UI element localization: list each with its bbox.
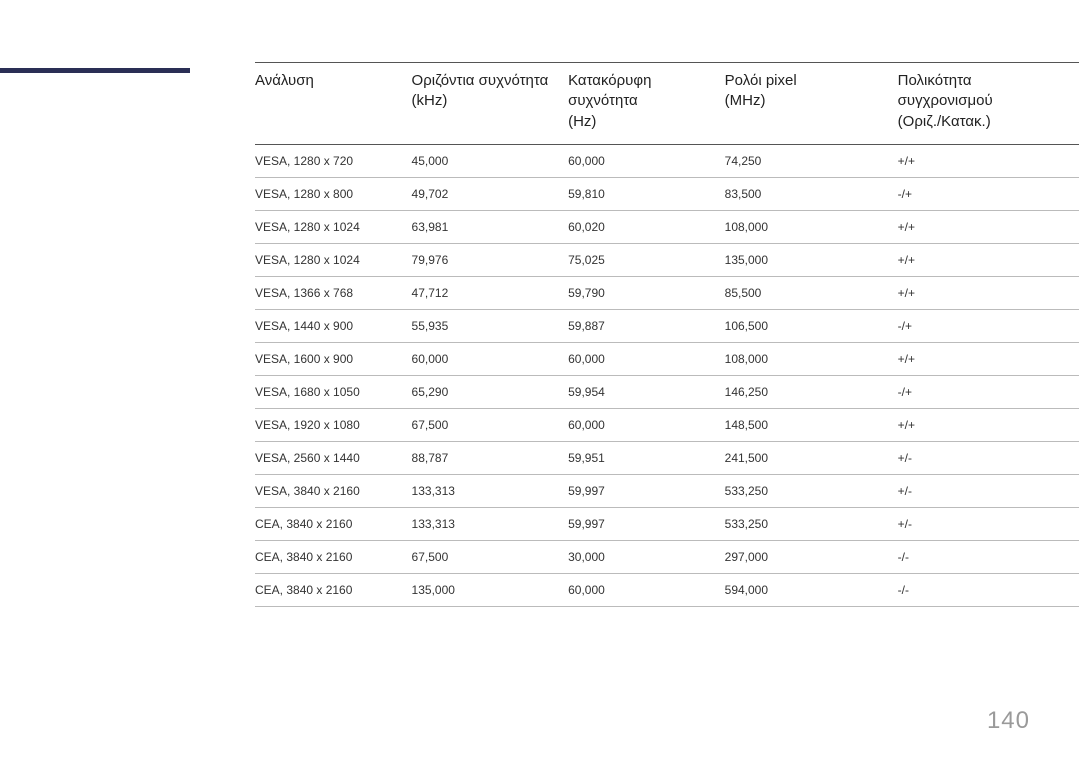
table-row: VESA, 1280 x 102463,98160,020108,000+/+ [255, 210, 1079, 243]
table-cell: CEA, 3840 x 2160 [255, 540, 412, 573]
table-row: VESA, 1680 x 105065,29059,954146,250-/+ [255, 375, 1079, 408]
table-cell: 60,000 [412, 342, 569, 375]
table-cell: 79,976 [412, 243, 569, 276]
table-cell: 594,000 [725, 573, 898, 606]
table-row: VESA, 1600 x 90060,00060,000108,000+/+ [255, 342, 1079, 375]
table-cell: 49,702 [412, 177, 569, 210]
table-cell: 148,500 [725, 408, 898, 441]
table-cell: VESA, 1680 x 1050 [255, 375, 412, 408]
table-cell: VESA, 1600 x 900 [255, 342, 412, 375]
table-cell: 133,313 [412, 474, 569, 507]
table-row: VESA, 3840 x 2160133,31359,997533,250+/- [255, 474, 1079, 507]
table-cell: 60,000 [568, 342, 725, 375]
table-cell: 297,000 [725, 540, 898, 573]
table-cell: +/+ [898, 408, 1079, 441]
table-body: VESA, 1280 x 72045,00060,00074,250+/+VES… [255, 144, 1079, 606]
table-cell: +/- [898, 441, 1079, 474]
table-cell: VESA, 1440 x 900 [255, 309, 412, 342]
resolution-spec-table: Ανάλυση Οριζόντια συχνότητα(kHz) Κατακόρ… [255, 62, 1079, 607]
table-row: VESA, 1920 x 108067,50060,000148,500+/+ [255, 408, 1079, 441]
table-cell: 59,997 [568, 474, 725, 507]
table-cell: +/+ [898, 342, 1079, 375]
col-header-vfreq: Κατακόρυφησυχνότητα(Hz) [568, 63, 725, 145]
table-row: VESA, 1280 x 80049,70259,81083,500-/+ [255, 177, 1079, 210]
table-row: CEA, 3840 x 2160133,31359,997533,250+/- [255, 507, 1079, 540]
table-cell: +/+ [898, 144, 1079, 177]
table-cell: -/- [898, 573, 1079, 606]
table-cell: VESA, 1280 x 1024 [255, 243, 412, 276]
table-header: Ανάλυση Οριζόντια συχνότητα(kHz) Κατακόρ… [255, 63, 1079, 145]
table-cell: VESA, 2560 x 1440 [255, 441, 412, 474]
table-cell: 146,250 [725, 375, 898, 408]
table-row: VESA, 2560 x 144088,78759,951241,500+/- [255, 441, 1079, 474]
table-cell: +/- [898, 507, 1079, 540]
table-cell: -/+ [898, 375, 1079, 408]
table-cell: 88,787 [412, 441, 569, 474]
table-cell: VESA, 1366 x 768 [255, 276, 412, 309]
table-cell: 135,000 [725, 243, 898, 276]
col-header-polarity: Πολικότητασυγχρονισμού(Οριζ./Κατακ.) [898, 63, 1079, 145]
table-cell: 533,250 [725, 474, 898, 507]
table-cell: 59,790 [568, 276, 725, 309]
table-cell: 108,000 [725, 342, 898, 375]
table-row: CEA, 3840 x 2160135,00060,000594,000-/- [255, 573, 1079, 606]
table-cell: 60,020 [568, 210, 725, 243]
table-cell: 133,313 [412, 507, 569, 540]
table-cell: 63,981 [412, 210, 569, 243]
col-header-pixelclock: Ρολόι pixel(MHz) [725, 63, 898, 145]
col-header-resolution: Ανάλυση [255, 63, 412, 145]
table-cell: 106,500 [725, 309, 898, 342]
table-cell: 85,500 [725, 276, 898, 309]
table-cell: +/+ [898, 243, 1079, 276]
table-cell: 30,000 [568, 540, 725, 573]
table-cell: -/+ [898, 177, 1079, 210]
table-row: VESA, 1280 x 72045,00060,00074,250+/+ [255, 144, 1079, 177]
table-cell: 47,712 [412, 276, 569, 309]
table-cell: 55,935 [412, 309, 569, 342]
table-cell: -/- [898, 540, 1079, 573]
document-page: Ανάλυση Οριζόντια συχνότητα(kHz) Κατακόρ… [0, 0, 1080, 763]
table-cell: +/+ [898, 276, 1079, 309]
table-cell: 60,000 [568, 144, 725, 177]
table-cell: VESA, 3840 x 2160 [255, 474, 412, 507]
table-cell: 59,954 [568, 375, 725, 408]
page-number: 140 [987, 707, 1030, 735]
table-cell: 60,000 [568, 408, 725, 441]
header-accent-bar [0, 68, 190, 73]
table-cell: 241,500 [725, 441, 898, 474]
table-cell: CEA, 3840 x 2160 [255, 507, 412, 540]
table-row: VESA, 1366 x 76847,71259,79085,500+/+ [255, 276, 1079, 309]
table-cell: 83,500 [725, 177, 898, 210]
table-cell: 75,025 [568, 243, 725, 276]
table-cell: -/+ [898, 309, 1079, 342]
table-cell: 59,951 [568, 441, 725, 474]
table-row: VESA, 1440 x 90055,93559,887106,500-/+ [255, 309, 1079, 342]
table-cell: +/- [898, 474, 1079, 507]
table-cell: VESA, 1920 x 1080 [255, 408, 412, 441]
table-row: CEA, 3840 x 216067,50030,000297,000-/- [255, 540, 1079, 573]
table-cell: 59,887 [568, 309, 725, 342]
table-cell: 59,997 [568, 507, 725, 540]
table-cell: VESA, 1280 x 1024 [255, 210, 412, 243]
table-cell: VESA, 1280 x 800 [255, 177, 412, 210]
table-cell: 74,250 [725, 144, 898, 177]
table-cell: 533,250 [725, 507, 898, 540]
table-cell: 60,000 [568, 573, 725, 606]
table-cell: 67,500 [412, 408, 569, 441]
col-header-hfreq: Οριζόντια συχνότητα(kHz) [412, 63, 569, 145]
table-cell: CEA, 3840 x 2160 [255, 573, 412, 606]
table-cell: 59,810 [568, 177, 725, 210]
table-cell: 45,000 [412, 144, 569, 177]
table-cell: 108,000 [725, 210, 898, 243]
table-cell: +/+ [898, 210, 1079, 243]
table-cell: VESA, 1280 x 720 [255, 144, 412, 177]
table-row: VESA, 1280 x 102479,97675,025135,000+/+ [255, 243, 1079, 276]
spec-table-container: Ανάλυση Οριζόντια συχνότητα(kHz) Κατακόρ… [255, 62, 1079, 607]
table-cell: 67,500 [412, 540, 569, 573]
table-cell: 65,290 [412, 375, 569, 408]
table-cell: 135,000 [412, 573, 569, 606]
